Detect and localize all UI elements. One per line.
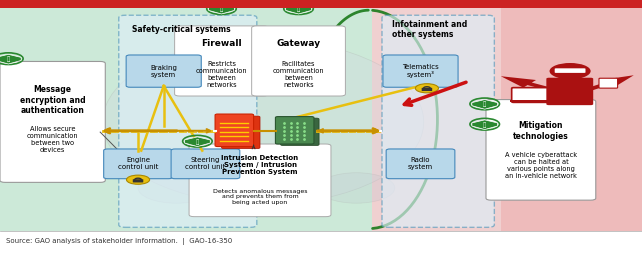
Polygon shape xyxy=(0,54,21,64)
Ellipse shape xyxy=(138,173,215,203)
FancyBboxPatch shape xyxy=(189,144,331,217)
FancyArrow shape xyxy=(501,76,551,90)
FancyBboxPatch shape xyxy=(175,26,268,96)
Text: Restricts
communication
between
networks: Restricts communication between networks xyxy=(196,61,247,88)
FancyBboxPatch shape xyxy=(382,15,494,227)
Polygon shape xyxy=(209,4,234,14)
FancyBboxPatch shape xyxy=(383,55,458,87)
FancyBboxPatch shape xyxy=(0,61,105,182)
Polygon shape xyxy=(286,4,311,14)
Text: 🛡: 🛡 xyxy=(483,122,487,128)
Text: Intrusion Detection
System / Intrusion
Prevention System: Intrusion Detection System / Intrusion P… xyxy=(221,155,299,175)
FancyBboxPatch shape xyxy=(281,118,319,146)
Polygon shape xyxy=(472,120,498,130)
FancyBboxPatch shape xyxy=(422,88,432,91)
FancyBboxPatch shape xyxy=(221,116,260,149)
Polygon shape xyxy=(472,100,498,109)
Bar xyxy=(0,0,372,231)
FancyBboxPatch shape xyxy=(171,149,239,179)
FancyArrow shape xyxy=(588,75,634,90)
Text: Message
encryption and
authentication: Message encryption and authentication xyxy=(20,85,85,115)
Text: Source: GAO analysis of stakeholder information.  |  GAO-16-350: Source: GAO analysis of stakeholder info… xyxy=(6,238,232,245)
Text: 🛡: 🛡 xyxy=(297,7,300,12)
Text: Braking
system: Braking system xyxy=(150,65,177,78)
Text: A vehicle cyberattack
can be halted at
various points along
an in-vehicle networ: A vehicle cyberattack can be halted at v… xyxy=(505,152,577,179)
Circle shape xyxy=(550,63,591,79)
Text: Steering
control unit: Steering control unit xyxy=(186,157,225,170)
Text: Telematics
system³: Telematics system³ xyxy=(402,64,439,78)
FancyBboxPatch shape xyxy=(275,117,314,144)
Polygon shape xyxy=(185,137,210,147)
Text: Engine
control unit: Engine control unit xyxy=(118,157,158,170)
FancyBboxPatch shape xyxy=(512,88,564,102)
Text: Safety-critical systems: Safety-critical systems xyxy=(132,25,230,34)
FancyBboxPatch shape xyxy=(215,114,254,147)
Text: Radio
system: Radio system xyxy=(408,157,433,170)
FancyBboxPatch shape xyxy=(546,78,593,105)
Text: Allows secure
communication
between two
devices: Allows secure communication between two … xyxy=(27,126,78,153)
Text: 🛡: 🛡 xyxy=(196,139,199,145)
FancyBboxPatch shape xyxy=(555,68,586,73)
Text: 🛡: 🛡 xyxy=(220,7,223,12)
FancyBboxPatch shape xyxy=(126,55,201,87)
FancyBboxPatch shape xyxy=(486,100,596,200)
Text: Firewall: Firewall xyxy=(201,39,242,48)
FancyBboxPatch shape xyxy=(103,149,172,179)
Text: 🛡: 🛡 xyxy=(483,102,487,107)
Bar xyxy=(501,0,642,231)
FancyBboxPatch shape xyxy=(386,149,455,179)
Circle shape xyxy=(415,84,438,93)
Text: Facilitates
communication
between
networks: Facilitates communication between networ… xyxy=(273,61,324,88)
Text: Infotainment and
other systems: Infotainment and other systems xyxy=(392,20,467,39)
Bar xyxy=(0,231,642,254)
Bar xyxy=(510,100,563,102)
Text: Mitigation
technologies: Mitigation technologies xyxy=(513,121,569,140)
FancyBboxPatch shape xyxy=(133,179,143,182)
Bar xyxy=(0,0,642,8)
Text: Gateway: Gateway xyxy=(277,39,320,48)
Text: 🛡: 🛡 xyxy=(6,57,10,62)
Text: Detects anomalous messages
and prevents them from
being acted upon: Detects anomalous messages and prevents … xyxy=(213,188,308,205)
FancyBboxPatch shape xyxy=(252,26,345,96)
FancyBboxPatch shape xyxy=(599,78,618,88)
Circle shape xyxy=(126,175,150,184)
Ellipse shape xyxy=(103,39,424,204)
Bar xyxy=(372,0,642,231)
Ellipse shape xyxy=(318,173,395,203)
FancyBboxPatch shape xyxy=(119,15,257,227)
